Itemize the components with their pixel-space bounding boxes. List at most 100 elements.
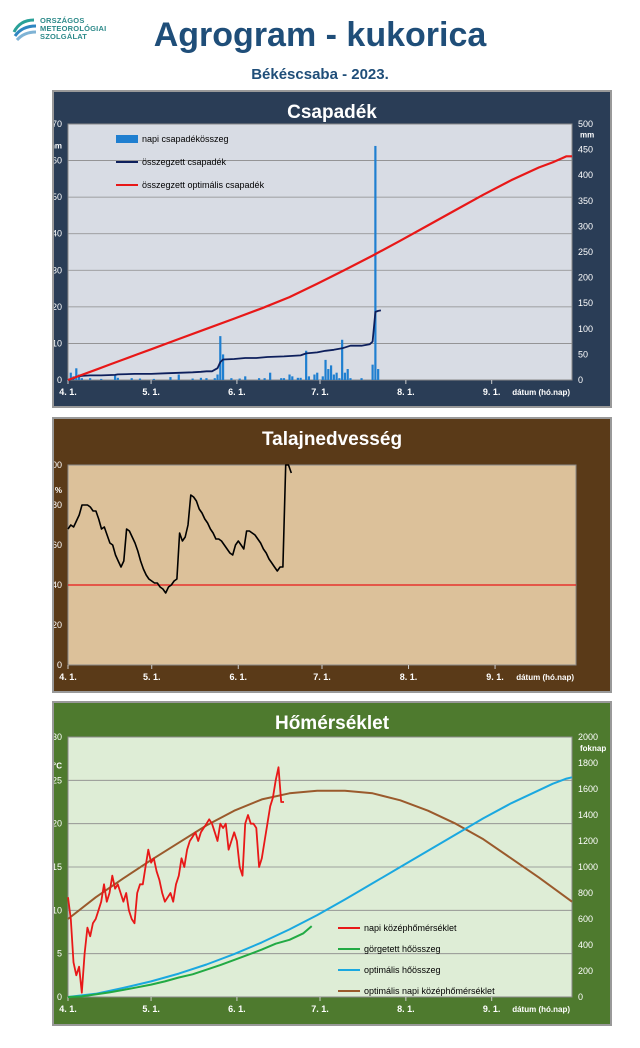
x-tick-label: 5. 1. — [142, 1004, 160, 1014]
right-y-tick-label: 0 — [578, 992, 583, 1002]
precip-bar — [219, 336, 222, 380]
precip-bar — [130, 378, 133, 380]
optimal-cumulative-precip-line — [67, 155, 572, 382]
precip-bar — [177, 374, 180, 380]
y-tick-label: 20 — [54, 620, 62, 630]
right-y-tick-label: 450 — [578, 145, 593, 155]
precip-bar — [305, 350, 308, 380]
y-tick-label: 100 — [54, 460, 62, 470]
y-tick-label: 10 — [54, 905, 62, 915]
legend-label: napi csapadékösszeg — [142, 134, 229, 144]
logo-line-1: ORSZÁGOS — [40, 16, 85, 25]
x-tick-label: 8. 1. — [400, 672, 418, 682]
omsz-logo — [10, 14, 130, 58]
precip-bar — [205, 378, 208, 380]
y-tick-label: 60 — [54, 156, 62, 166]
precip-bar — [346, 369, 349, 380]
right-y-tick-label: 500 — [578, 119, 593, 129]
logo-line-2: METEOROLÓGIAI — [40, 24, 107, 33]
precip-bar — [338, 378, 341, 380]
right-y-tick-label: 1000 — [578, 862, 598, 872]
page-header: ORSZÁGOS METEOROLÓGIAI SZOLGÁLAT Agrogra… — [0, 0, 640, 86]
precip-bar — [213, 378, 216, 380]
precip-bar — [169, 377, 172, 380]
precip-bar — [199, 377, 203, 380]
chart-title: Talajnedvesség — [262, 429, 402, 450]
precip-bar — [89, 378, 92, 380]
legend-label: összegzett csapadék — [142, 157, 227, 167]
plot-area — [67, 123, 573, 381]
precip-bar — [100, 378, 103, 380]
right-y-tick-label: 600 — [578, 914, 593, 924]
precip-bar — [69, 372, 72, 380]
right-y-tick-label: 0 — [578, 375, 583, 385]
y-tick-label: 40 — [54, 229, 62, 239]
legend-label: napi középhőmérséklet — [364, 923, 457, 933]
precip-bar — [257, 378, 261, 380]
precip-bar — [282, 378, 286, 380]
precip-bar — [360, 378, 363, 380]
precip-bar — [335, 372, 338, 380]
y-tick-label: 40 — [54, 580, 62, 590]
precip-bar — [269, 372, 272, 380]
y-axis-unit: mm — [54, 142, 62, 151]
x-tick-label: 9. 1. — [486, 672, 504, 682]
precip-bar — [371, 364, 374, 380]
precip-bar — [288, 374, 291, 380]
y-tick-label: 20 — [54, 302, 62, 312]
optimal-heat-sum-line — [67, 776, 573, 998]
right-y-tick-label: 250 — [578, 247, 593, 257]
y-axis-unit: % — [55, 486, 62, 495]
x-tick-label: 6. 1. — [230, 672, 248, 682]
x-axis-label: dátum (hó.nap) — [516, 673, 574, 682]
precip-bar — [221, 354, 225, 380]
logo-text: ORSZÁGOS METEOROLÓGIAI SZOLGÁLAT — [40, 17, 106, 41]
y-tick-label: 0 — [57, 660, 62, 670]
x-tick-label: 9. 1. — [483, 1004, 501, 1014]
right-y-tick-label: 300 — [578, 221, 593, 231]
y-tick-label: 30 — [54, 265, 62, 275]
chart-title: Hőmérséklet — [275, 713, 390, 734]
x-tick-label: 4. 1. — [59, 672, 77, 682]
precip-bar — [280, 378, 283, 380]
y-tick-label: 15 — [54, 862, 62, 872]
precip-bar — [113, 375, 117, 380]
precip-bar — [332, 374, 335, 380]
y-tick-label: 25 — [54, 775, 62, 785]
soil-moisture-chart-panel: Talajnedvesség 0 20 40 60 80 100% 4. 1. 5. 1. 6. … — [52, 417, 612, 693]
precip-bar — [216, 374, 219, 380]
chart-title: Csapadék — [287, 102, 377, 123]
page-subtitle: Békéscsaba - 2023. — [251, 66, 389, 83]
right-y-tick-label: 1200 — [578, 836, 598, 846]
y-axis-unit: °C — [54, 761, 62, 770]
x-axis-label: dátum (hó.nap) — [512, 388, 570, 397]
page-title: Agrogram - kukorica — [153, 16, 487, 54]
precip-bar — [116, 377, 119, 380]
right-y-tick-label: 400 — [578, 170, 593, 180]
precip-bar — [316, 372, 319, 380]
x-tick-label: 5. 1. — [142, 387, 160, 397]
x-tick-label: 4. 1. — [59, 1004, 77, 1014]
right-y-tick-label: 2000 — [578, 732, 598, 742]
right-y-tick-label: 1800 — [578, 758, 598, 768]
right-y-tick-label: 1600 — [578, 784, 598, 794]
right-y-tick-label: 200 — [578, 966, 593, 976]
precip-bar — [230, 378, 233, 380]
precip-bar — [299, 377, 302, 380]
right-y-tick-label: 200 — [578, 273, 593, 283]
rolling-heat-sum-line — [67, 925, 313, 998]
x-tick-label: 7. 1. — [311, 387, 329, 397]
y-tick-label: 0 — [57, 992, 62, 1002]
soil-moisture-chart: Talajnedvesség 0 20 40 60 80 100% 4. 1. 5. 1. 6. … — [54, 429, 577, 682]
x-tick-label: 7. 1. — [311, 1004, 329, 1014]
precip-bar — [377, 369, 380, 380]
right-y-axis-unit: foknap — [580, 744, 606, 753]
y-tick-label: 60 — [54, 540, 62, 550]
x-tick-label: 9. 1. — [483, 387, 501, 397]
x-tick-label: 6. 1. — [228, 1004, 246, 1014]
precip-bar — [341, 339, 344, 380]
x-tick-label: 8. 1. — [397, 387, 415, 397]
y-tick-label: 70 — [54, 119, 62, 129]
y-tick-label: 0 — [57, 375, 62, 385]
right-y-tick-label: 400 — [578, 940, 593, 950]
